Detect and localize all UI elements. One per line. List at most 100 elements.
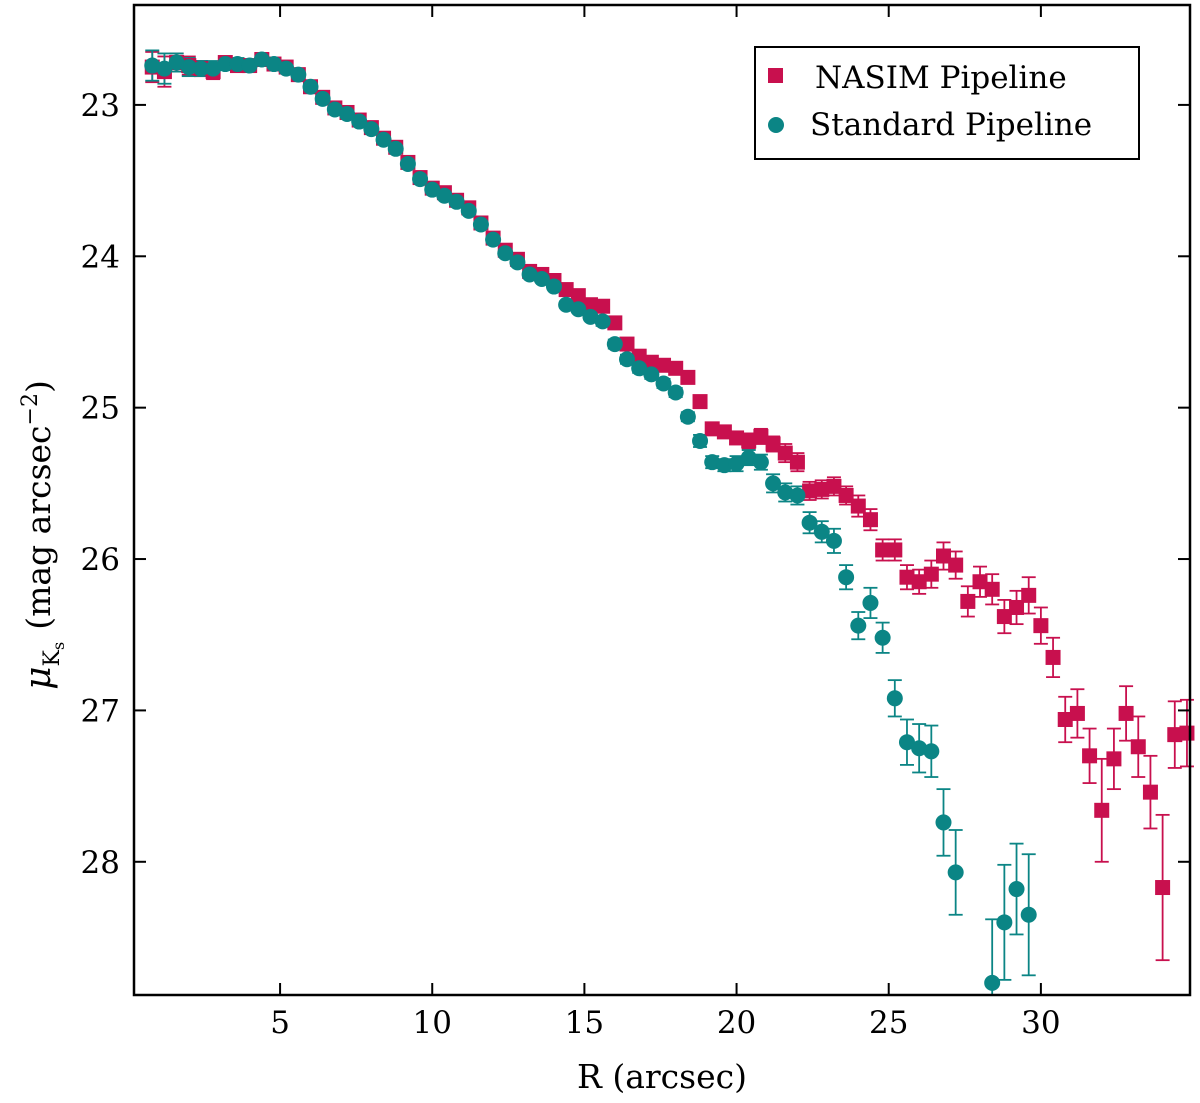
point-standard-38	[606, 336, 623, 353]
point-nasim-47	[716, 424, 732, 440]
point-nasim-39	[619, 336, 635, 352]
point-nasim-63	[911, 574, 927, 590]
y-label-units-close: )	[19, 380, 58, 393]
point-standard-33	[545, 278, 562, 295]
point-standard-49	[740, 449, 757, 466]
point-standard-0	[144, 57, 161, 74]
data-markers	[144, 51, 1195, 991]
legend: NASIM Pipeline Standard Pipeline	[754, 46, 1140, 160]
point-standard-46	[704, 454, 721, 471]
point-nasim-59	[862, 512, 878, 528]
point-standard-11	[278, 60, 295, 77]
point-standard-53	[789, 487, 806, 504]
point-nasim-34	[558, 282, 574, 298]
x-tick-label-30: 30	[1021, 1005, 1060, 1041]
point-nasim-73	[1033, 618, 1049, 634]
point-standard-28	[485, 231, 502, 248]
point-nasim-51	[765, 436, 781, 452]
y-tick-label-28: 28	[81, 845, 120, 881]
point-standard-24	[436, 187, 453, 204]
point-nasim-49	[741, 433, 757, 449]
point-nasim-56	[826, 478, 842, 494]
point-standard-70	[1020, 906, 1037, 923]
point-standard-34	[558, 296, 575, 313]
point-standard-36	[582, 308, 599, 325]
point-nasim-71	[1009, 599, 1025, 615]
point-standard-20	[387, 140, 404, 157]
point-nasim-55	[814, 481, 830, 497]
point-standard-27	[472, 216, 489, 233]
point-nasim-52	[777, 445, 793, 461]
point-standard-41	[643, 366, 660, 383]
point-standard-3	[180, 59, 197, 76]
point-standard-69	[1008, 881, 1025, 898]
error-bars	[145, 49, 1194, 996]
point-nasim-84	[1167, 727, 1183, 743]
y-label-units: (mag arcsec	[19, 425, 58, 629]
point-standard-23	[424, 181, 441, 198]
point-standard-10	[265, 56, 282, 73]
point-nasim-76	[1069, 705, 1085, 721]
legend-marker-standard	[768, 117, 784, 133]
point-standard-48	[728, 455, 745, 472]
point-nasim-72	[1021, 587, 1037, 603]
point-nasim-85	[1179, 725, 1195, 741]
x-tick-label-15: 15	[565, 1005, 604, 1041]
point-standard-67	[984, 974, 1001, 991]
legend-label-nasim: NASIM Pipeline	[815, 60, 1067, 96]
point-nasim-77	[1082, 748, 1098, 764]
point-standard-59	[862, 594, 879, 611]
point-standard-66	[947, 864, 964, 881]
point-nasim-64	[923, 566, 939, 582]
point-standard-22	[412, 171, 429, 188]
point-standard-21	[399, 155, 416, 172]
point-nasim-69	[984, 581, 1000, 597]
point-standard-18	[363, 121, 380, 138]
point-nasim-50	[753, 428, 769, 444]
y-label-symbol: μ	[18, 666, 59, 689]
point-standard-35	[570, 301, 587, 318]
point-standard-61	[886, 690, 903, 707]
point-standard-12	[290, 66, 307, 83]
point-nasim-61	[887, 542, 903, 558]
x-tick-label-5: 5	[270, 1005, 290, 1041]
legend-marker-nasim	[768, 68, 783, 83]
point-standard-50	[752, 454, 769, 471]
point-standard-62	[898, 734, 915, 751]
point-nasim-83	[1155, 880, 1171, 896]
point-nasim-75	[1057, 711, 1073, 727]
point-nasim-48	[729, 430, 745, 446]
y-tick-label-25: 25	[81, 391, 120, 427]
point-nasim-70	[996, 609, 1012, 625]
point-nasim-40	[631, 348, 647, 364]
plot-frame	[132, 3, 1192, 997]
point-standard-42	[655, 375, 672, 392]
point-standard-6	[217, 56, 234, 73]
point-nasim-79	[1106, 751, 1122, 767]
x-tick-label-25: 25	[869, 1005, 908, 1041]
point-standard-56	[825, 532, 842, 549]
point-standard-65	[935, 814, 952, 831]
point-nasim-43	[668, 360, 684, 376]
point-standard-31	[521, 266, 538, 283]
y-tick-label-24: 24	[81, 239, 120, 275]
point-standard-39	[619, 351, 636, 368]
point-standard-17	[351, 113, 368, 130]
x-axis-label: R (arcsec)	[577, 1057, 747, 1096]
point-nasim-78	[1094, 802, 1110, 818]
x-tick-label-20: 20	[717, 1005, 756, 1041]
point-standard-25	[448, 193, 465, 210]
point-standard-29	[497, 245, 514, 262]
point-standard-58	[850, 617, 867, 634]
point-standard-19	[375, 131, 392, 148]
point-nasim-65	[935, 548, 951, 564]
point-nasim-54	[802, 483, 818, 499]
point-nasim-62	[899, 569, 915, 585]
point-standard-13	[302, 78, 319, 95]
point-nasim-68	[972, 574, 988, 590]
y-tick-label-26: 26	[81, 542, 120, 578]
point-standard-55	[813, 523, 830, 540]
point-nasim-45	[692, 394, 708, 410]
point-nasim-38	[607, 315, 623, 331]
